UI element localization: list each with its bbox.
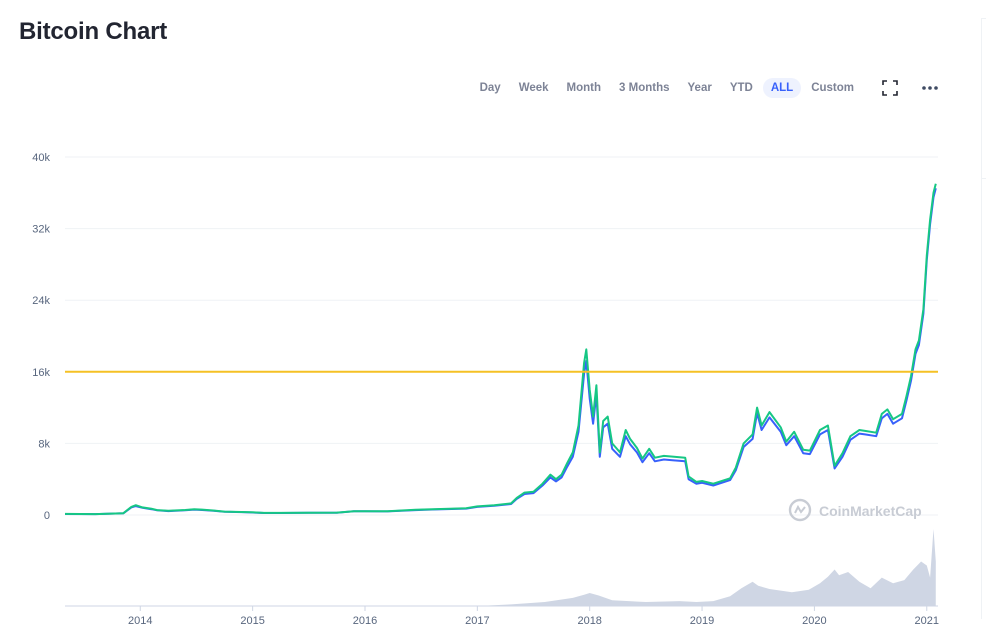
price-series: [64, 183, 937, 516]
fullscreen-button[interactable]: [878, 76, 902, 100]
more-icon: [922, 86, 938, 90]
sidebar-divider: [982, 178, 986, 183]
y-tick-label: 8k: [38, 438, 50, 450]
x-axis: 2014 2015 2016 2017 2018 2019 2020 2021: [65, 605, 939, 627]
x-tick-label: 2015: [240, 615, 264, 627]
x-tick-label: 2016: [353, 615, 377, 627]
range-3-months-button[interactable]: 3 Months: [619, 82, 670, 94]
y-tick-label: 0: [44, 510, 50, 522]
x-tick-label: 2014: [128, 615, 152, 627]
sidebar-edge: [981, 18, 986, 619]
grid-lines: [65, 156, 938, 516]
watermark-text: CoinMarketCap: [819, 503, 922, 519]
range-day-button[interactable]: Day: [479, 82, 501, 94]
x-tick-label: 2017: [465, 615, 489, 627]
x-tick-label: 2020: [802, 615, 826, 627]
coinmarketcap-watermark: CoinMarketCap: [788, 498, 922, 522]
range-month-button[interactable]: Month: [566, 82, 602, 94]
range-all-button[interactable]: ALL: [762, 78, 802, 98]
x-tick-label: 2019: [690, 615, 714, 627]
range-custom-button[interactable]: Custom: [811, 82, 854, 94]
more-options-button[interactable]: [918, 76, 942, 100]
series-line: [64, 183, 937, 516]
range-week-button[interactable]: Week: [518, 82, 549, 94]
y-axis: 0 8k 16k 24k 32k 40k: [32, 152, 50, 522]
range-year-button[interactable]: Year: [687, 82, 712, 94]
coinmarketcap-logo-icon: [788, 498, 812, 522]
x-tick-label: 2021: [915, 615, 939, 627]
y-tick-label: 32k: [32, 224, 50, 236]
y-tick-label: 16k: [32, 367, 50, 379]
page-title: Bitcoin Chart: [19, 18, 168, 45]
time-range-selector: Day Week Month 3 Months Year YTD ALL Cus…: [472, 76, 942, 100]
volume-bars: [65, 529, 936, 606]
y-tick-label: 40k: [32, 152, 50, 164]
fullscreen-icon: [882, 80, 898, 96]
range-ytd-button[interactable]: YTD: [729, 82, 753, 94]
series-line: [64, 188, 937, 516]
volume-area: [65, 529, 936, 606]
x-tick-label: 2018: [577, 615, 601, 627]
y-tick-label: 24k: [32, 295, 50, 307]
